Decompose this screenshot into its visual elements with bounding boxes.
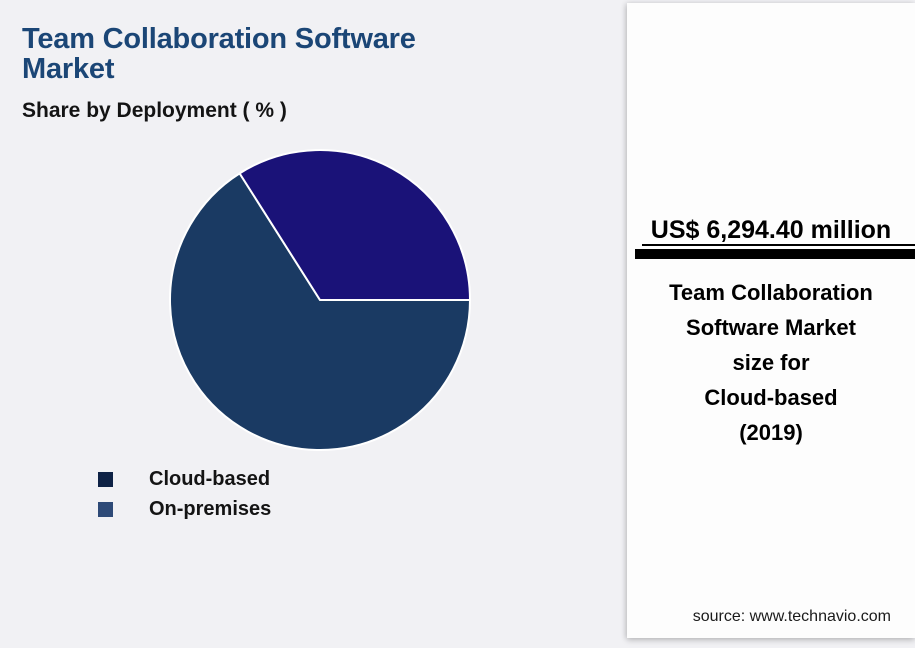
legend-item-cloud-based: Cloud-based (98, 464, 271, 494)
chart-legend: Cloud-based On-premises (98, 464, 271, 524)
pie-chart (168, 148, 472, 452)
pie-slice-on-premises (238, 149, 471, 301)
description-line: Team Collaboration (669, 280, 873, 305)
card-description: Team Collaboration Software Market size … (627, 275, 915, 450)
legend-label-cloud-based: Cloud-based (149, 467, 271, 490)
page-title: Team Collaboration Software Market (22, 23, 416, 85)
pie-chart-svg (169, 149, 471, 451)
legend-swatch-on-premises-icon (98, 501, 113, 517)
chart-area: Team Collaboration Software Market Share… (22, 23, 472, 524)
legend-label-on-premises: On-premises (149, 497, 272, 520)
source-attribution: source: www.technavio.com (692, 608, 891, 625)
value-underline (642, 244, 915, 246)
market-size-value: US$ 6,294.40 million (650, 216, 892, 244)
legend-swatch-cloud-based-icon (98, 471, 113, 487)
pie-slice-cloud-based (169, 172, 471, 451)
divider-bar (635, 249, 915, 259)
chart-subtitle: Share by Deployment ( % ) (22, 99, 287, 122)
legend-item-on-premises: On-premises (98, 494, 271, 524)
description-line: Software Market (686, 315, 856, 340)
description-line: Cloud-based (704, 385, 838, 410)
description-line: size for (732, 350, 810, 375)
description-line: (2019) (739, 420, 803, 445)
highlight-card: US$ 6,294.40 million Team Collaboration … (627, 3, 915, 638)
